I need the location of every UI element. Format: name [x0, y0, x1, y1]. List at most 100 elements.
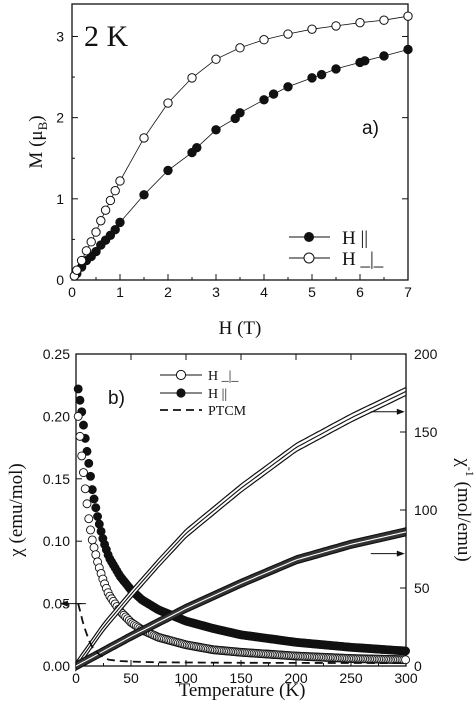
- panel-b-point-chi-h-par: [96, 526, 106, 536]
- panel-a-point-h-perp: [355, 17, 365, 28]
- svg-text:χ-1 (mol/emu): χ-1 (mol/emu): [453, 457, 474, 561]
- panel-b-x-tick-label: 100: [174, 670, 198, 686]
- panel-b-x-tick-label: 50: [123, 670, 139, 686]
- panel-b-point-chi-h-perp: [77, 451, 87, 461]
- panel-b-legend: H _|_ H || PTCM: [160, 369, 247, 419]
- panel-a-x-tick-label: 7: [404, 284, 412, 300]
- panel-a-point-h-perp: [72, 265, 82, 275]
- panel-b-left-y-tick-label: 0.15: [43, 471, 70, 487]
- panel-b-right-y-tick-label: 200: [414, 346, 438, 362]
- panel-b-point-chi-h-par: [79, 420, 88, 430]
- panel-a-point-h-perp: [307, 24, 317, 34]
- panel-a-label: a): [362, 118, 379, 139]
- panel-a-point-h-par: [283, 82, 293, 92]
- panel-b-point-chi-h-perp: [401, 655, 411, 665]
- panel-b-point-chi-h-perp: [87, 535, 97, 545]
- panel-b-point-chi-h-perp: [82, 499, 92, 509]
- panel-b-right-y-tick-label: 100: [414, 502, 438, 518]
- panel-b-left-y-tick-label: 0.25: [43, 346, 70, 362]
- panel-a-point-h-perp: [96, 216, 106, 226]
- legend-a-item-h-perp: H _|_: [289, 249, 384, 270]
- panel-b-right-y-tick-label: 0: [414, 658, 422, 674]
- panel-a-x-tick-label: 4: [260, 284, 268, 300]
- panel-b-x-tick-label: 150: [229, 670, 253, 686]
- panel-a-point-h-perp: [235, 43, 245, 53]
- panel-a: 0 1 2 3 4 5 6 7 0 1 2 3 2 K a) H (T) M (μB) H || H …: [26, 3, 413, 339]
- panel-a-y-tick-label: 3: [56, 28, 64, 44]
- panel-a-point-h-perp: [403, 11, 413, 21]
- panel-b-point-chi-h-perp: [80, 484, 90, 494]
- panel-b-point-chi-h-par: [86, 471, 95, 481]
- panel-b-left-y-tick-label: 0.05: [43, 596, 70, 612]
- legend-a-marker-h-perp: [303, 252, 315, 264]
- panel-b-right-y-tick-label: 50: [414, 580, 430, 596]
- panel-a-x-tick-label: 6: [356, 284, 364, 300]
- panel-b: 0 50 100 150 200 250 300 0.00 0.05 0.10 0.15 0.20 0.…: [6, 346, 474, 701]
- panel-a-point-h-perp: [331, 21, 341, 31]
- panel-a-y-axis-label: M (μB): [26, 115, 50, 168]
- panel-a-point-h-perp: [81, 246, 92, 256]
- legend-a-item-h-par: H ||: [289, 228, 368, 249]
- panel-a-point-h-perp: [110, 186, 120, 196]
- panel-a-point-h-par: [192, 142, 202, 153]
- panel-b-x-tick-label: 0: [72, 670, 80, 686]
- panel-a-x-tick-label: 5: [308, 284, 316, 300]
- panel-b-data: [59, 384, 411, 672]
- panel-b-x-tick-label: 250: [339, 670, 363, 686]
- panel-b-point-chi-h-par: [93, 512, 103, 521]
- panel-a-x-axis-label: H (T): [219, 318, 262, 339]
- panel-a-point-h-par: [211, 125, 221, 135]
- panel-b-point-chi-h-perp: [75, 431, 85, 441]
- legend-b-item-h-par: H ||: [160, 387, 227, 402]
- panel-b-point-chi-h-par: [89, 494, 99, 504]
- panel-b-left-y-tick-label: 0.00: [43, 658, 70, 674]
- panel-a-point-h-par: [360, 56, 370, 66]
- panel-b-x-tick-label: 300: [394, 670, 418, 686]
- panel-b-left-y-axis-label: χ (emu/mol): [6, 463, 27, 557]
- legend-a-marker-h-par: [304, 232, 314, 242]
- legend-b-label-h-perp: H _|_: [208, 369, 239, 384]
- legend-a-label-h-perp: H _|_: [342, 249, 384, 270]
- panel-b-arrow-head: [396, 408, 405, 415]
- panel-a-point-h-perp: [100, 205, 111, 215]
- panel-a-y-label-main: M (μ: [26, 130, 47, 168]
- panel-b-right-y-axis-label: χ-1 (mol/emu): [453, 457, 474, 561]
- panel-a-y-tick-label: 2: [56, 110, 64, 126]
- panel-a-point-h-perp: [86, 237, 96, 247]
- panel-a-y-tick-label: 0: [56, 272, 64, 288]
- panel-a-point-h-perp: [105, 195, 116, 206]
- panel-a-point-h-par: [163, 165, 173, 176]
- panel-b-inverse-h-perp-fit: [75, 390, 407, 667]
- panel-b-point-chi-h-perp: [73, 411, 83, 421]
- panel-a-point-h-perp: [187, 73, 197, 83]
- panel-a-point-h-par: [115, 217, 125, 228]
- panel-a-x-tick-label: 3: [212, 284, 220, 300]
- panel-a-point-h-perp: [283, 29, 293, 39]
- panel-a-x-tick-label: 1: [116, 284, 124, 300]
- panel-a-x-tick-label: 2: [164, 284, 172, 300]
- panel-a-y-label-tail: ): [26, 115, 47, 121]
- panel-b-arrow-head: [396, 550, 405, 557]
- panel-a-point-h-par: [331, 64, 341, 74]
- panel-b-right-y-tick-label: 150: [414, 424, 438, 440]
- panel-b-x-tick-label: 200: [284, 670, 308, 686]
- panel-a-point-h-par: [403, 44, 413, 55]
- panel-b-inverse-h-par-band: [75, 527, 407, 672]
- legend-b-marker-h-perp: [175, 369, 187, 381]
- panel-b-point-chi-h-par: [401, 646, 411, 656]
- panel-b-point-chi-h-par: [84, 458, 94, 468]
- legend-b-marker-h-par: [176, 388, 186, 398]
- panel-a-point-h-par: [139, 190, 149, 200]
- panel-b-point-chi-h-par: [75, 395, 85, 405]
- panel-a-point-h-par: [316, 69, 327, 80]
- panel-b-left-y-tick-label: 0.10: [43, 533, 70, 549]
- panel-a-point-h-perp: [211, 54, 221, 64]
- panel-a-point-h-perp: [91, 227, 101, 237]
- panel-b-point-chi-h-perp: [84, 514, 94, 524]
- panel-a-point-h-perp: [76, 255, 87, 266]
- panel-a-point-h-perp: [259, 35, 269, 45]
- panel-b-point-chi-h-perp: [86, 525, 95, 535]
- panel-a-point-h-par: [235, 108, 245, 118]
- panel-b-point-chi-h-par: [91, 503, 101, 513]
- panel-b-left-y-tick-label: 0.20: [43, 408, 70, 424]
